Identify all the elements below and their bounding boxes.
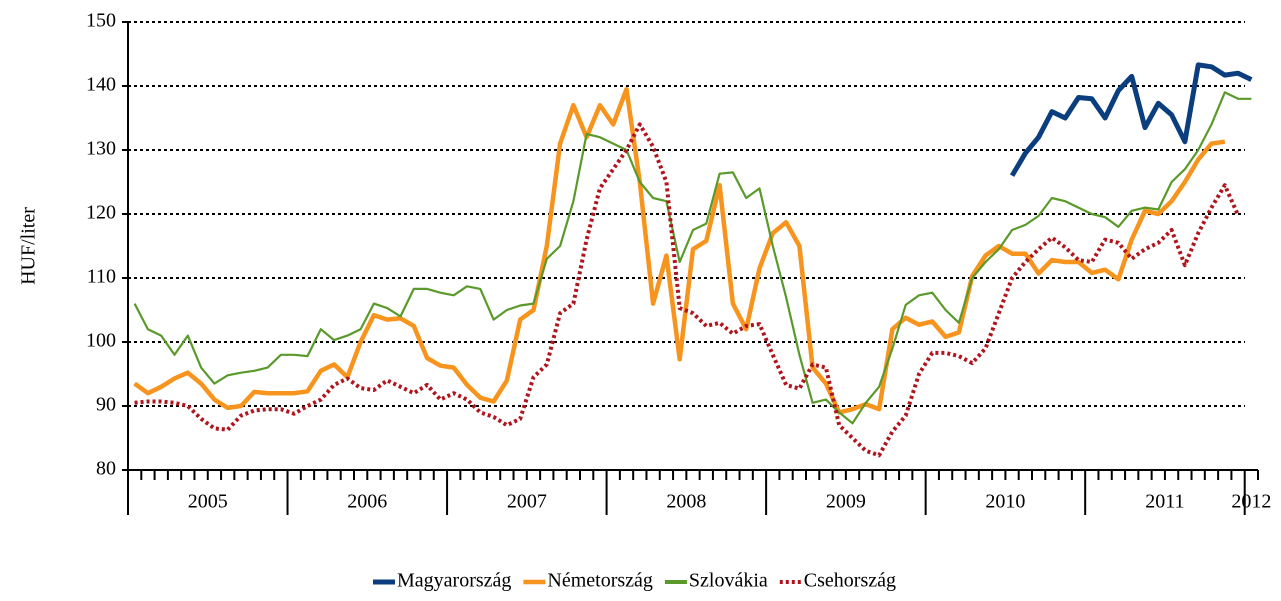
series-line: [1009, 62, 1253, 177]
x-group-label: 2010: [985, 491, 1025, 513]
legend-label: Németország: [547, 570, 653, 592]
y-tick-label: 130: [86, 138, 116, 160]
series-line: [133, 86, 1226, 415]
y-axis-label: HUF/liter: [18, 207, 40, 285]
y-tick-label: 150: [86, 10, 116, 32]
x-group-label: 2005: [188, 491, 228, 513]
series-line: [133, 91, 1252, 425]
x-group-label: 2011: [1145, 491, 1184, 513]
x-group-label: 2009: [826, 491, 866, 513]
y-tick-label: 90: [96, 394, 116, 416]
y-tick-label: 100: [86, 330, 116, 352]
y-tick-label: 120: [86, 202, 116, 224]
x-group-label: 2008: [666, 491, 706, 513]
legend-label: Szlovákia: [689, 570, 768, 592]
x-group-label: 2006: [347, 491, 387, 513]
y-tick-label: 110: [87, 266, 116, 288]
y-tick-label: 80: [96, 458, 116, 480]
legend-label: Magyarország: [397, 570, 511, 592]
series-line: [134, 122, 1240, 458]
legend-label: Csehország: [804, 570, 896, 592]
y-tick-label: 140: [86, 74, 116, 96]
x-group-label: 2007: [507, 491, 547, 513]
x-group-label: 2012: [1231, 491, 1271, 513]
